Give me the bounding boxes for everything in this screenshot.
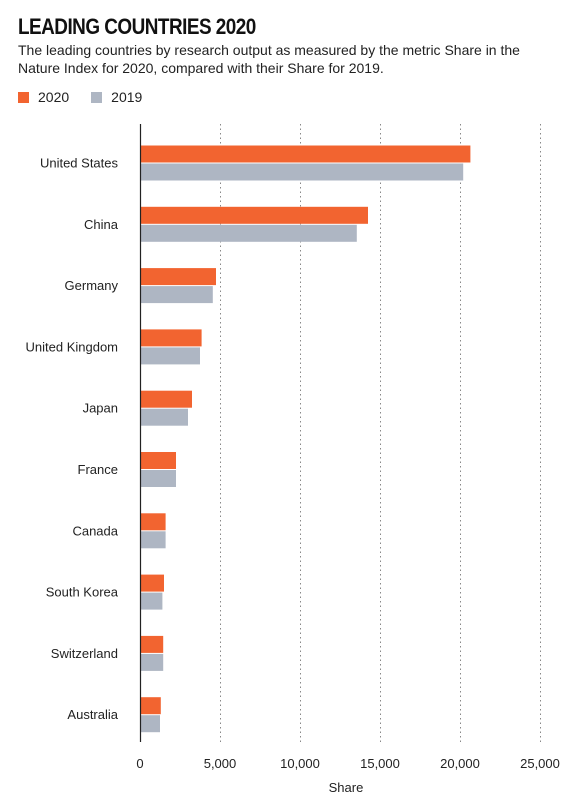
chart-title: LEADING COUNTRIES 2020: [18, 14, 256, 39]
category-label-south-korea: South Korea: [46, 585, 119, 600]
legend-swatch-2020: [18, 91, 29, 103]
bar-2020-germany: [140, 268, 216, 286]
bar-2019-china: [140, 224, 357, 242]
x-axis-title: Share: [329, 780, 364, 795]
bar-2019-south-korea: [140, 592, 163, 610]
category-label-australia: Australia: [67, 707, 118, 722]
bar-2020-united-states: [140, 145, 471, 163]
bar-2019-france: [140, 470, 176, 487]
bar-2019-germany: [140, 286, 213, 304]
chart-subtitle: The leading countries by research output…: [18, 42, 520, 76]
bar-2020-france: [140, 452, 176, 469]
bar-2019-united-kingdom: [140, 347, 200, 365]
bar-2020-australia: [140, 697, 161, 715]
x-tick-label-20000: 20,000: [440, 756, 480, 771]
category-label-united-states: United States: [40, 156, 119, 171]
bar-2020-united-kingdom: [140, 329, 202, 347]
x-tick-label-10000: 10,000: [280, 756, 320, 771]
category-label-united-kingdom: United Kingdom: [26, 339, 119, 354]
x-tick-label-15000: 15,000: [360, 756, 400, 771]
legend-label-2020: 2020: [38, 89, 70, 105]
category-label-germany: Germany: [65, 278, 119, 293]
bar-2020-switzerland: [140, 635, 164, 653]
x-tick-label-25000: 25,000: [520, 756, 560, 771]
bar-2019-united-states: [140, 163, 464, 181]
category-label-canada: Canada: [72, 523, 118, 538]
bar-2019-canada: [140, 531, 166, 549]
bar-2020-japan: [140, 390, 192, 408]
bar-2020-china: [140, 206, 368, 224]
legend-item-2019: 2019: [91, 89, 142, 105]
bar-2020-south-korea: [140, 574, 164, 592]
category-label-china: China: [84, 217, 119, 232]
legend: 2020 2019: [18, 89, 164, 105]
bar-2019-switzerland: [140, 653, 164, 671]
category-label-switzerland: Switzerland: [51, 646, 118, 661]
category-label-japan: Japan: [83, 401, 118, 416]
legend-item-2020: 2020: [18, 89, 69, 105]
legend-swatch-2019: [91, 91, 103, 103]
x-tick-label-0: 0: [136, 756, 143, 771]
bar-2019-japan: [140, 408, 188, 426]
bar-2019-australia: [140, 715, 160, 733]
x-tick-label-5000: 5,000: [204, 756, 237, 771]
legend-label-2019: 2019: [111, 89, 143, 105]
bar-2020-canada: [140, 513, 166, 531]
category-label-france: France: [78, 462, 118, 477]
